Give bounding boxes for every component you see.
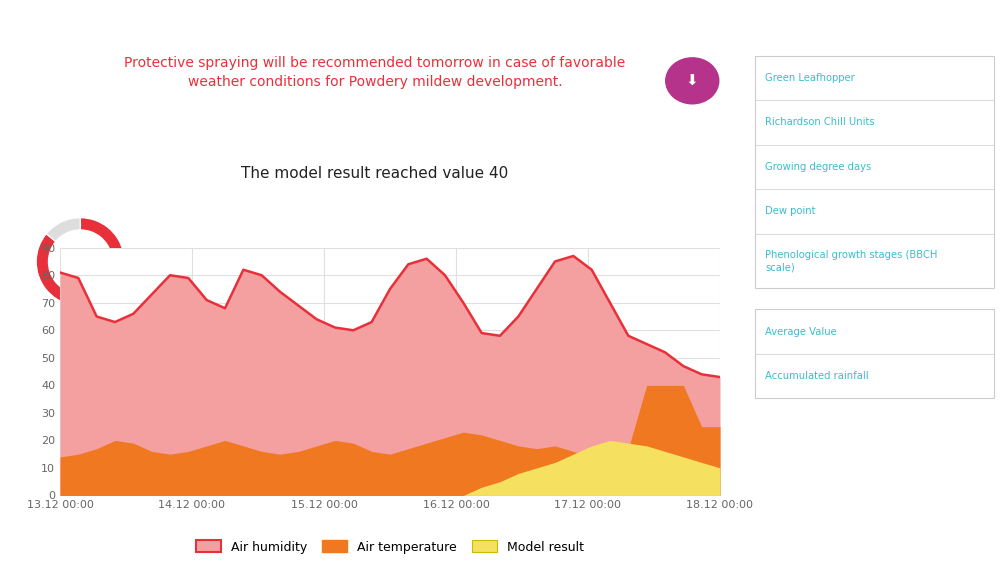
Text: The model result reached value 40: The model result reached value 40 bbox=[241, 166, 509, 181]
Text: Average Value: Average Value bbox=[764, 327, 837, 337]
Legend: Air humidity, Air temperature, Model result: Air humidity, Air temperature, Model res… bbox=[191, 535, 589, 558]
Text: ⬇: ⬇ bbox=[685, 73, 698, 88]
Wedge shape bbox=[46, 218, 80, 242]
Text: 86%: 86% bbox=[65, 255, 95, 269]
Text: Protective spraying will be recommended tomorrow in case of favorable
weather co: Protective spraying will be recommended … bbox=[124, 56, 625, 89]
Text: Phenological growth stages (BBCH
scale): Phenological growth stages (BBCH scale) bbox=[764, 250, 937, 272]
Text: Growing degree days: Growing degree days bbox=[764, 162, 871, 172]
FancyBboxPatch shape bbox=[754, 56, 993, 288]
Text: eVineyard: eVineyard bbox=[25, 11, 127, 29]
FancyBboxPatch shape bbox=[754, 309, 993, 398]
Text: Accumulated rainfall: Accumulated rainfall bbox=[764, 371, 868, 381]
Text: Richardson Chill Units: Richardson Chill Units bbox=[764, 117, 874, 127]
Text: Green Leafhopper: Green Leafhopper bbox=[764, 73, 855, 83]
Text: Dew point: Dew point bbox=[764, 206, 814, 216]
Circle shape bbox=[665, 58, 718, 104]
Wedge shape bbox=[36, 218, 124, 306]
